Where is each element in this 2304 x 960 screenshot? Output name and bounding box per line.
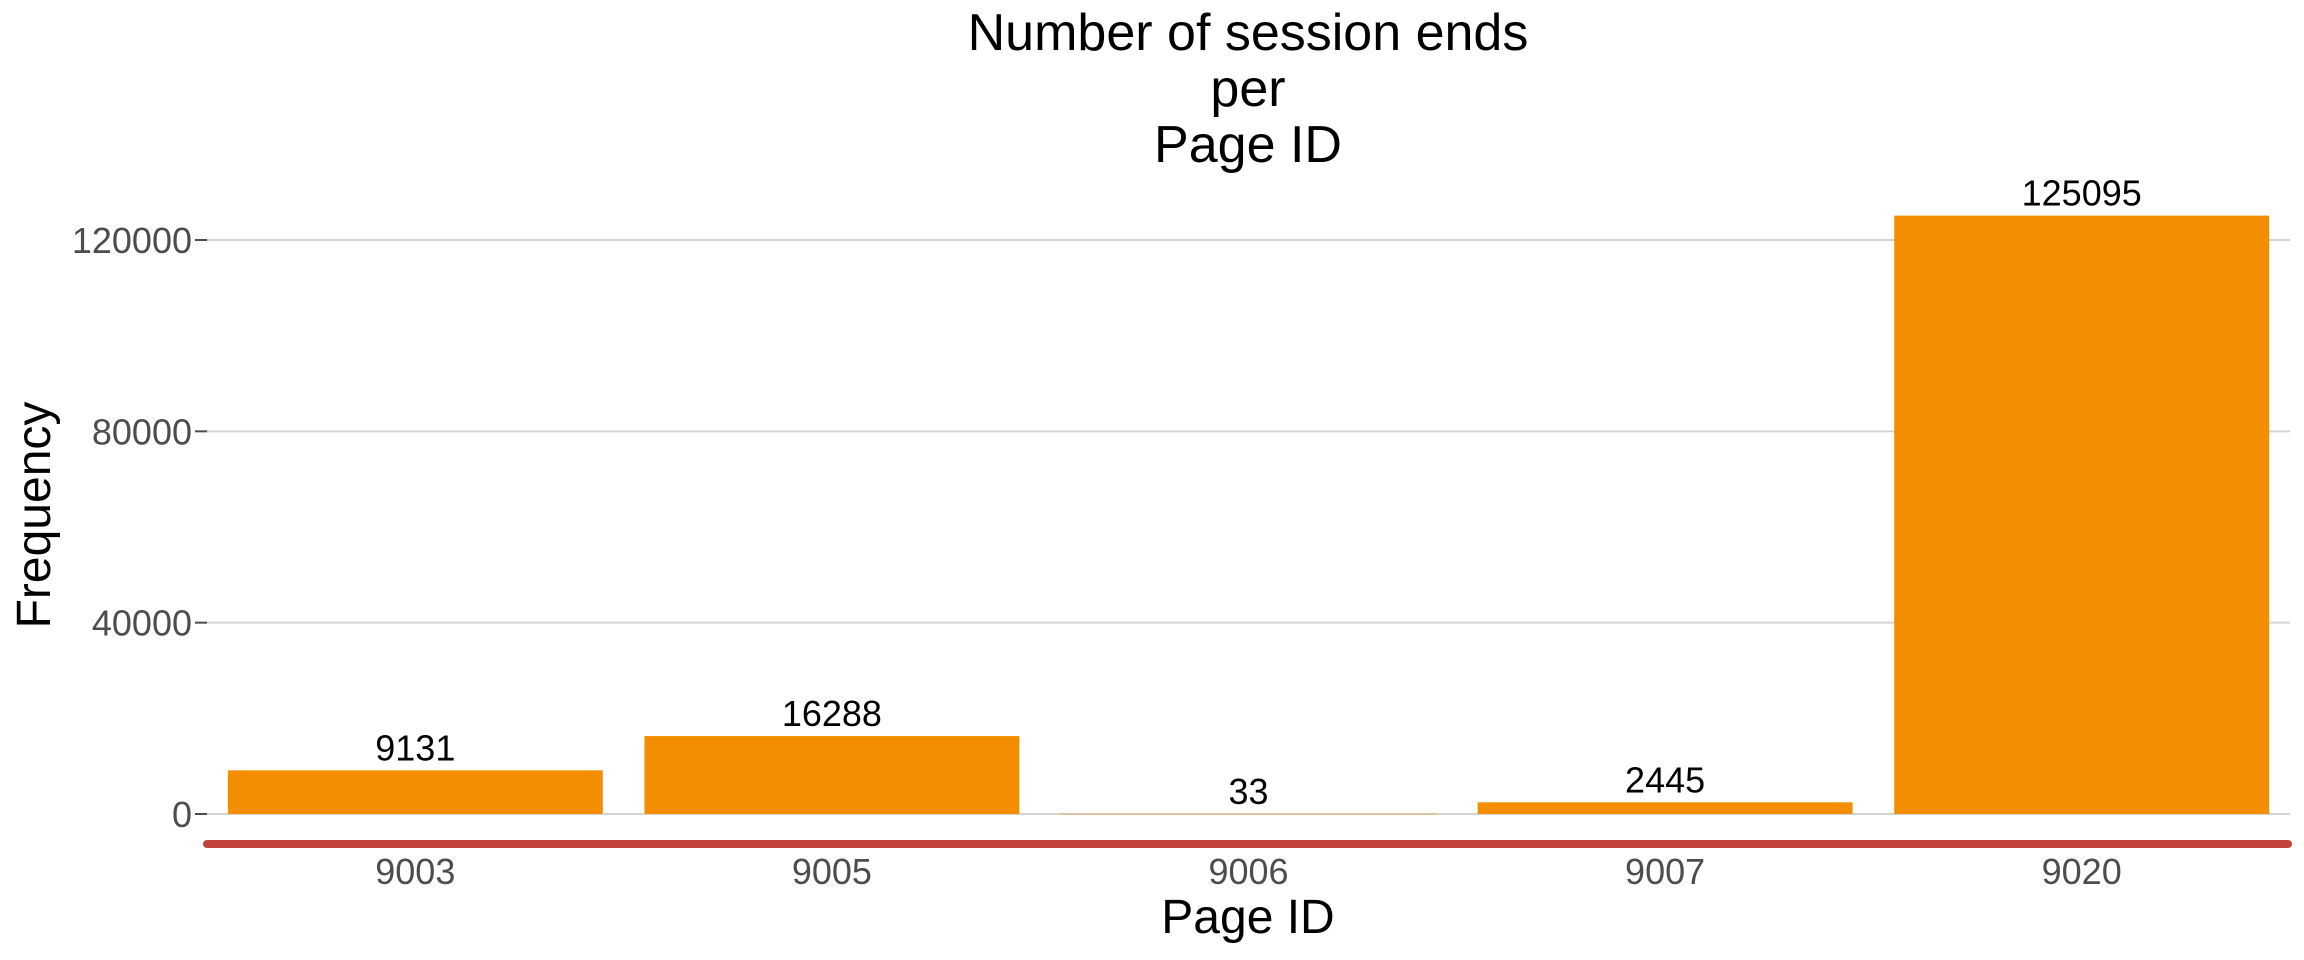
y-tick-label: 0 (172, 794, 192, 835)
chart-title-line-1: Number of session ends (968, 4, 1529, 62)
x-tick-label-9005: 9005 (792, 851, 872, 892)
y-tick-label: 40000 (92, 603, 192, 644)
x-tick-label-9020: 9020 (2042, 851, 2122, 892)
bar-value-labels: 9131 16288 33 2445 125095 (375, 173, 2142, 812)
chart-title: Number of session ends per Page ID (968, 4, 1529, 174)
bar-9003 (227, 770, 603, 814)
x-axis-title: Page ID (1161, 891, 1334, 944)
bars (227, 215, 2270, 815)
chart-title-line-3: Page ID (1154, 116, 1342, 174)
bar-value-label-9005: 16288 (782, 693, 882, 734)
y-axis-title: Frequency (8, 402, 61, 629)
bar-value-label-9003: 9131 (375, 727, 455, 768)
bar-value-label-9020: 125095 (2022, 173, 2142, 214)
y-tick-label: 120000 (72, 220, 192, 261)
bar-value-label-9006: 33 (1228, 771, 1268, 812)
bar-value-label-9007: 2445 (1625, 759, 1705, 800)
x-axis-ticks: 9003 9005 9006 9007 9020 (375, 851, 2121, 892)
bar-9006 (1061, 813, 1436, 815)
x-tick-label-9003: 9003 (375, 851, 455, 892)
x-tick-label-9006: 9006 (1208, 851, 1288, 892)
y-axis-ticks: 0 40000 80000 120000 (72, 220, 207, 835)
y-tick-label: 80000 (92, 411, 192, 452)
bar-9020 (1894, 215, 2270, 815)
x-tick-label-9007: 9007 (1625, 851, 1705, 892)
chart-title-line-2: per (1210, 60, 1285, 118)
bar-9005 (644, 736, 1020, 814)
bar-9007 (1477, 802, 1853, 814)
